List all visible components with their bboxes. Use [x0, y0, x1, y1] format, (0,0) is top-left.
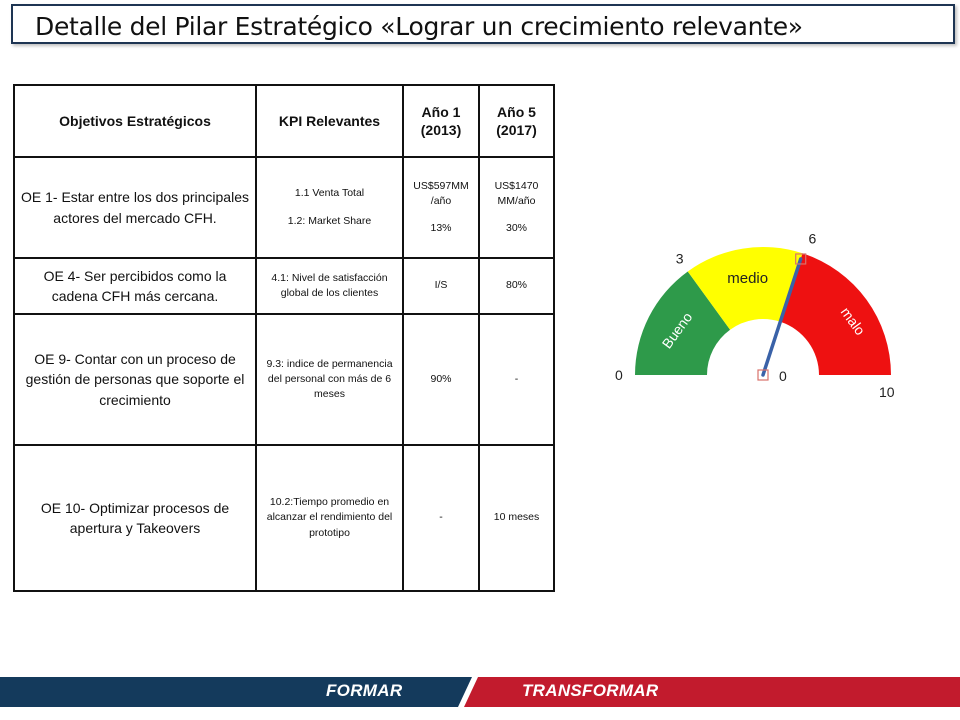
objetivo-cell: OE 10- Optimizar procesos de apertura y …: [13, 444, 257, 592]
gauge-needle-base-handle: [757, 369, 769, 381]
title-box: Detalle del Pilar Estratégico «Lograr un…: [11, 4, 955, 44]
objetivo-cell: OE 9- Contar con un proceso de gestión d…: [13, 313, 257, 446]
kpi-cell: 10.2:Tiempo promedio en alcanzar el rend…: [255, 444, 404, 592]
kpi-line: 1.1 Venta Total: [294, 187, 365, 200]
gauge-label-min: 0: [615, 367, 623, 383]
anio5-cell: US$1470 MM/año 30%: [478, 156, 555, 259]
table-row: OE 9- Contar con un proceso de gestión d…: [13, 313, 555, 446]
anio5-cell: 10 meses: [478, 444, 555, 592]
gauge-needle: [761, 257, 803, 377]
footer-right-label: TRANSFORMAR: [522, 681, 659, 700]
gauge: 0 3 6 10 0 Bueno medio malo: [590, 215, 950, 415]
header-anio1-line2: (2013): [420, 122, 462, 138]
kpi-cell: 4.1: Nivel de satisfacción global de los…: [255, 257, 404, 315]
header-kpi: KPI Relevantes: [255, 84, 404, 158]
table-row: OE 1- Estar entre los dos principales ac…: [13, 156, 555, 259]
value-line: US$597MM /año: [413, 179, 469, 207]
value-line: 30%: [505, 222, 527, 235]
table-row: OE 4- Ser percibidos como la cadena CFH …: [13, 257, 555, 315]
kpi-cell: 1.1 Venta Total 1.2: Market Share: [255, 156, 404, 259]
kpi-cell: 9.3: indice de permanencia del personal …: [255, 313, 404, 446]
anio5-cell: 80%: [478, 257, 555, 315]
gauge-zone-bad: [780, 253, 891, 375]
table-row: OE 10- Optimizar procesos de apertura y …: [13, 444, 555, 592]
anio1-cell: I/S: [402, 257, 480, 315]
gauge-label-t2: 6: [809, 230, 817, 246]
header-anio1-line1: Año 1: [421, 103, 461, 120]
gauge-label-max: 10: [879, 384, 895, 400]
objetivo-cell: OE 1- Estar entre los dos principales ac…: [13, 156, 257, 259]
footer-left-label: FORMAR: [326, 681, 403, 700]
gauge-zone-mid: [687, 247, 803, 330]
value-line: US$1470 MM/año: [494, 179, 539, 207]
footer-left-band: [0, 677, 475, 707]
anio5-cell: -: [478, 313, 555, 446]
value-line: 13%: [430, 222, 452, 235]
gauge-needle-tip-handle: [795, 253, 807, 265]
header-anio5-line1: Año 5: [497, 103, 536, 120]
gauge-label-t1: 3: [676, 250, 684, 266]
header-anio1: Año 1 (2013): [402, 84, 480, 158]
header-objetivos: Objetivos Estratégicos: [13, 84, 257, 158]
header-anio5: Año 5 (2017): [478, 84, 555, 158]
page-title: Detalle del Pilar Estratégico «Lograr un…: [35, 12, 803, 41]
table-header-row: Objetivos Estratégicos KPI Relevantes Añ…: [13, 84, 555, 158]
footer-banner: FORMAR TRANSFORMAR: [0, 677, 960, 707]
gauge-zone-good: [635, 271, 731, 375]
anio1-cell: US$597MM /año 13%: [402, 156, 480, 259]
anio1-cell: -: [402, 444, 480, 592]
kpi-line: 1.2: Market Share: [287, 214, 372, 227]
objetivo-cell: OE 4- Ser percibidos como la cadena CFH …: [13, 257, 257, 315]
footer-right-band: [459, 677, 960, 707]
anio1-cell: 90%: [402, 313, 480, 446]
gauge-zone-mid-label: medio: [727, 270, 768, 287]
gauge-label-center: 0: [779, 368, 787, 384]
header-anio5-line2: (2017): [496, 122, 537, 138]
kpi-table: Objetivos Estratégicos KPI Relevantes Añ…: [13, 84, 555, 592]
